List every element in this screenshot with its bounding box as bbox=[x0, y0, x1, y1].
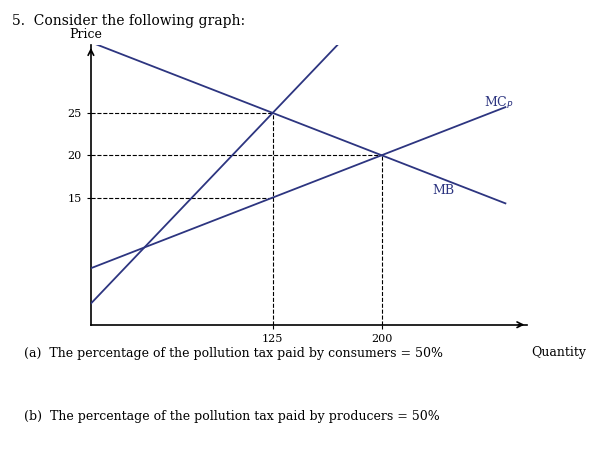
Text: Quantity: Quantity bbox=[531, 346, 587, 359]
Text: Price: Price bbox=[69, 28, 102, 41]
Text: MC$_P$: MC$_P$ bbox=[484, 95, 513, 111]
Text: (a)  The percentage of the pollution tax paid by consumers = 50%: (a) The percentage of the pollution tax … bbox=[24, 347, 443, 360]
Text: (b)  The percentage of the pollution tax paid by producers = 50%: (b) The percentage of the pollution tax … bbox=[24, 410, 440, 423]
Text: MB: MB bbox=[433, 184, 455, 197]
Text: 5.  Consider the following graph:: 5. Consider the following graph: bbox=[12, 14, 245, 28]
